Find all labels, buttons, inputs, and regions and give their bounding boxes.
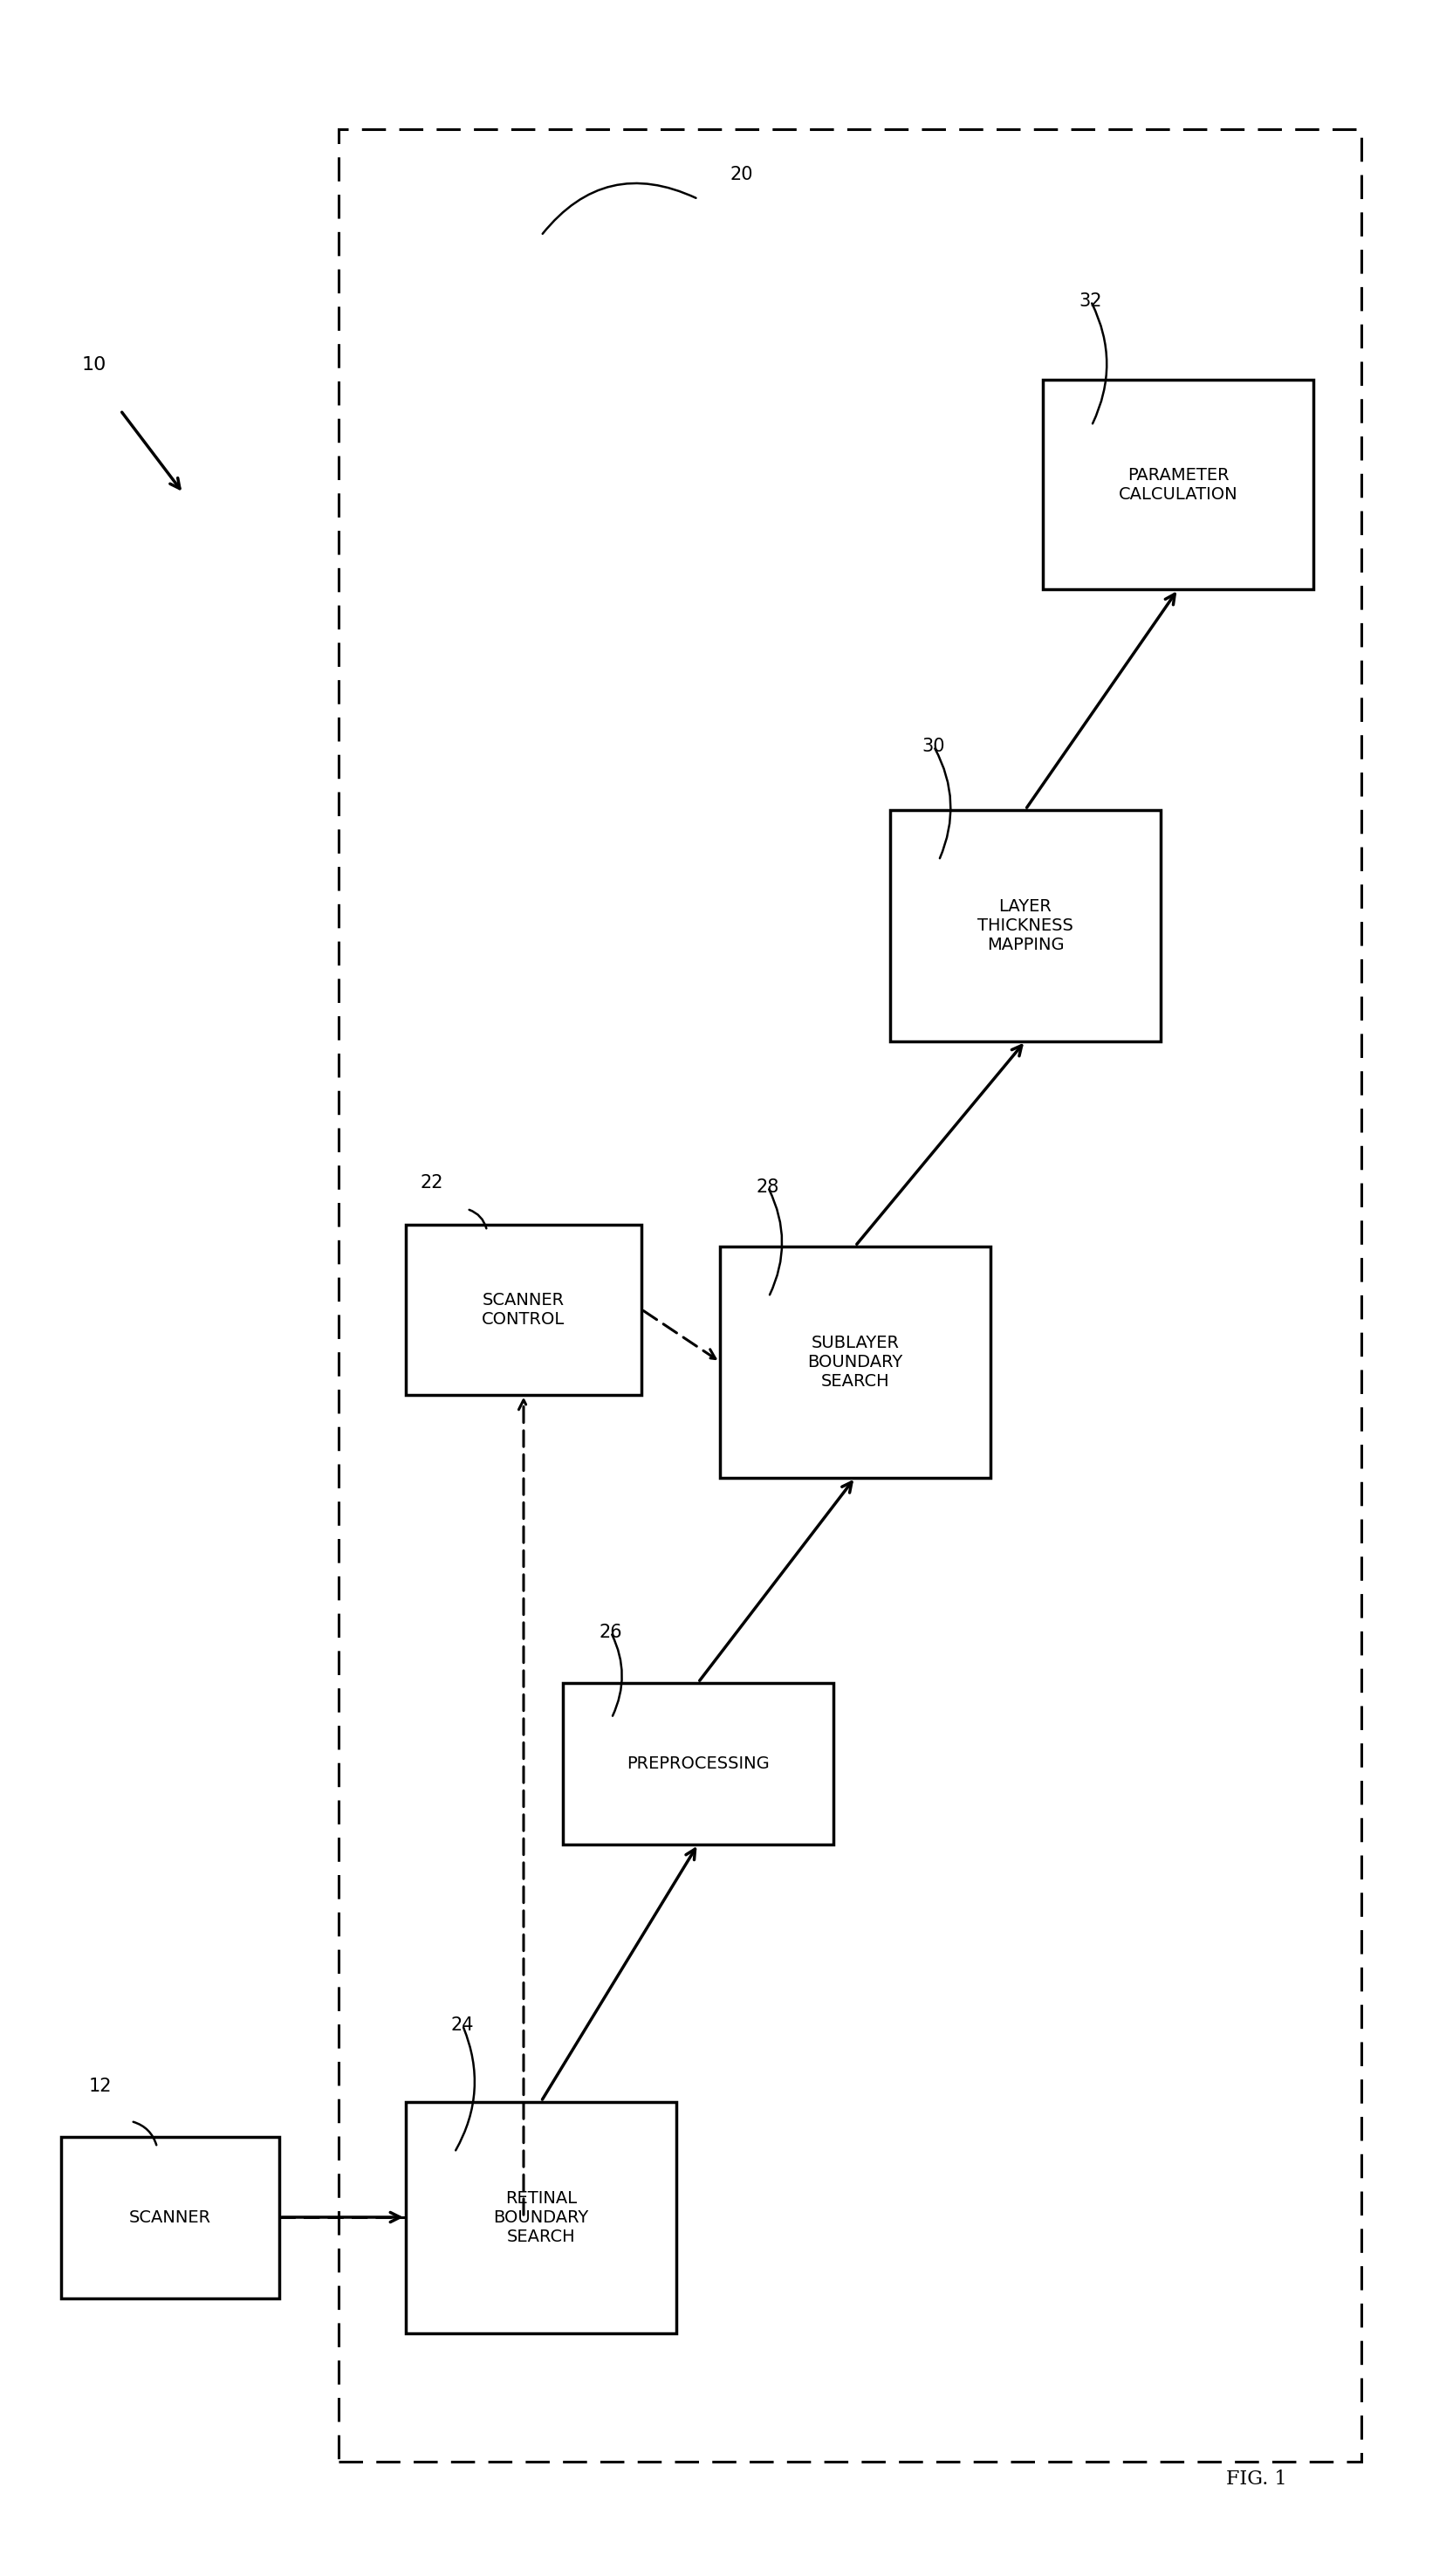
Text: PREPROCESSING: PREPROCESSING xyxy=(626,1754,769,1772)
Text: SUBLAYER
BOUNDARY
SEARCH: SUBLAYER BOUNDARY SEARCH xyxy=(807,1334,902,1388)
Bar xyxy=(338,129,1361,2463)
Text: LAYER
THICKNESS
MAPPING: LAYER THICKNESS MAPPING xyxy=(977,899,1073,953)
Bar xyxy=(889,809,1160,1041)
Text: 28: 28 xyxy=(756,1177,779,1195)
Text: 22: 22 xyxy=(421,1175,444,1193)
Text: 20: 20 xyxy=(730,165,753,183)
Text: 10: 10 xyxy=(82,355,107,374)
Text: 30: 30 xyxy=(921,737,944,755)
Text: 32: 32 xyxy=(1079,294,1102,309)
Bar xyxy=(562,1682,833,1844)
Bar xyxy=(405,1224,641,1394)
Text: 12: 12 xyxy=(88,2079,111,2094)
Bar xyxy=(1043,379,1313,590)
Text: 26: 26 xyxy=(599,1623,622,1641)
Bar xyxy=(405,2102,675,2334)
Text: FIG. 1: FIG. 1 xyxy=(1226,2470,1287,2488)
Text: PARAMETER
CALCULATION: PARAMETER CALCULATION xyxy=(1118,466,1236,502)
Text: SCANNER: SCANNER xyxy=(129,2210,211,2226)
Text: RETINAL
BOUNDARY
SEARCH: RETINAL BOUNDARY SEARCH xyxy=(493,2190,589,2244)
Bar xyxy=(61,2136,279,2298)
Text: 24: 24 xyxy=(451,2017,474,2035)
Bar xyxy=(720,1247,991,1479)
Text: SCANNER
CONTROL: SCANNER CONTROL xyxy=(482,1291,565,1327)
